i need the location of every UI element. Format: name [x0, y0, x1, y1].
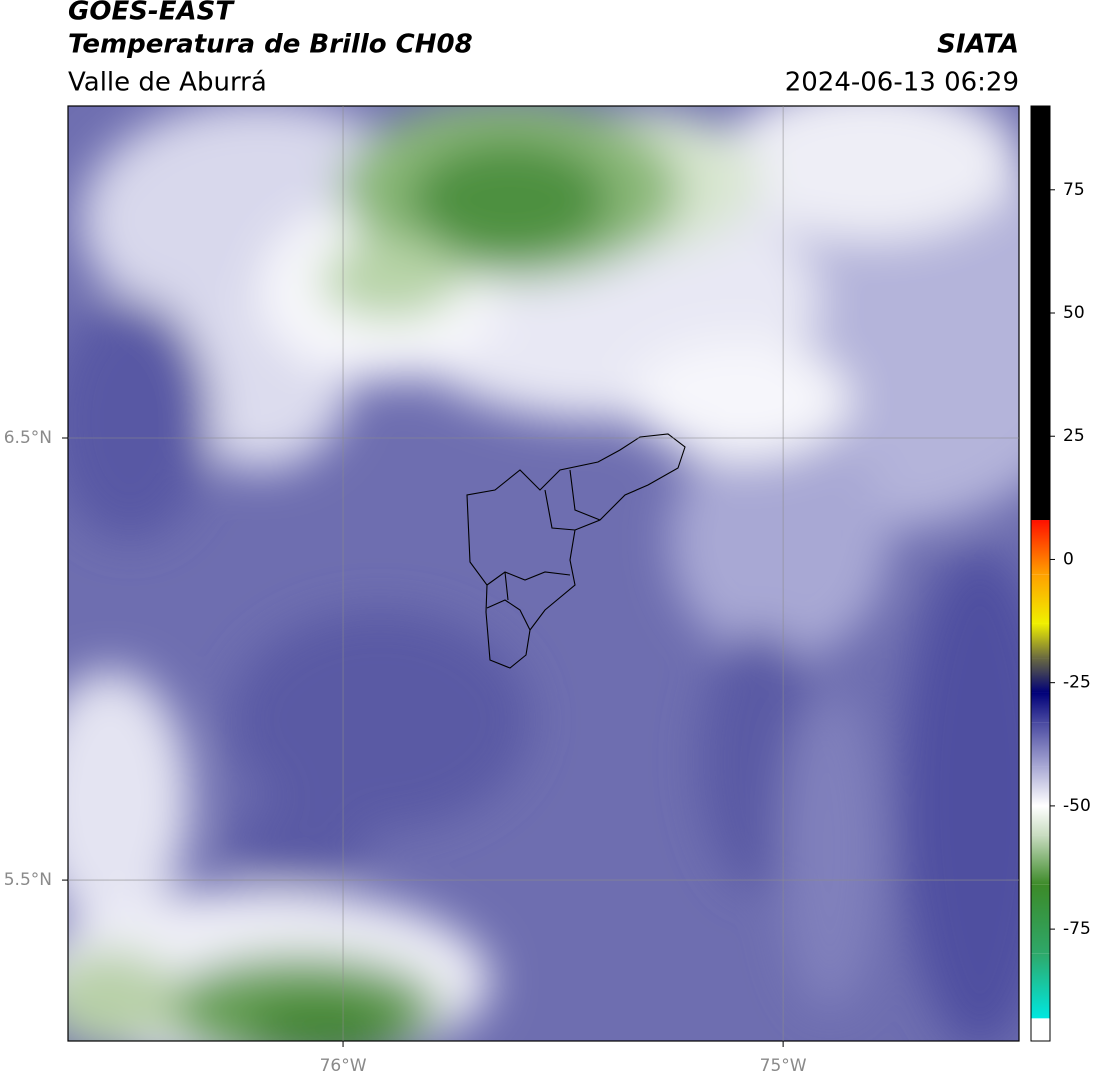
colorbar-segment	[1031, 574, 1050, 624]
colorbar-tick-label: 50	[1063, 303, 1085, 323]
colorbar-tick-label: -75	[1063, 919, 1091, 939]
y-tick-label: 6.5°N	[4, 428, 52, 448]
region: Valle de Aburrá	[68, 68, 267, 98]
colorbar-segment	[1031, 884, 1050, 954]
colorbar-segment	[1031, 835, 1050, 885]
x-tick-label: 75°W	[760, 1056, 807, 1076]
x-tick-label: 76°W	[320, 1056, 367, 1076]
colorbar-segment	[1031, 658, 1050, 693]
colorbar-tick-label: -25	[1063, 673, 1091, 693]
colorbar-segment	[1031, 722, 1050, 767]
y-tick-label: 5.5°N	[4, 870, 52, 890]
colorbar-tick-label: 75	[1063, 180, 1085, 200]
map-frame	[67, 105, 1020, 1042]
basin-outline	[466, 433, 686, 669]
colorbar-segment	[1031, 766, 1050, 806]
source: SIATA	[937, 30, 1019, 60]
subtitle: Temperatura de Brillo CH08	[68, 30, 473, 60]
colorbar-tick-label: -50	[1063, 796, 1091, 816]
timestamp: 2024-06-13 06:29	[785, 68, 1019, 98]
colorbar-segment	[1031, 520, 1050, 575]
colorbar-segment	[1031, 692, 1050, 723]
colorbar-frame	[1030, 105, 1051, 1042]
colorbar-segment	[1031, 953, 1050, 1019]
colorbar-segment	[1031, 106, 1050, 521]
colorbar-segment	[1031, 1018, 1050, 1041]
satellite-field	[68, 106, 1019, 1041]
colorbar-segment	[1031, 623, 1050, 659]
colorbar-segment	[1031, 805, 1050, 836]
title: GOES-EAST	[68, 0, 235, 27]
colorbar-tick-label: 25	[1063, 426, 1085, 446]
colorbar-tick-label: 0	[1063, 549, 1074, 569]
